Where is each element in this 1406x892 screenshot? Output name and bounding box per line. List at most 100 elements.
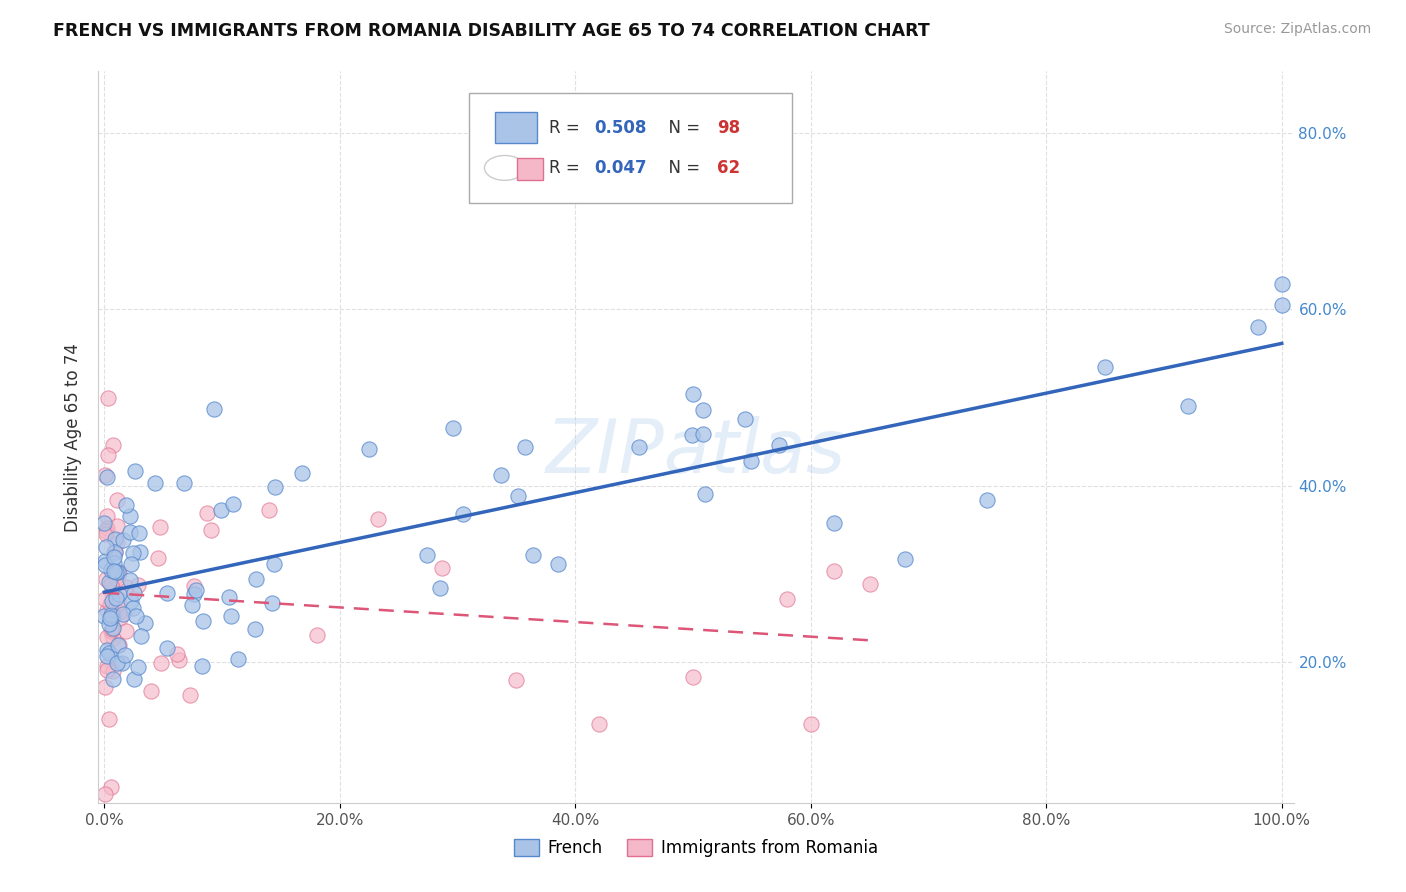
Point — [100, 624, 122, 639]
Text: 62: 62 — [717, 159, 741, 177]
Point — [103, 673, 125, 687]
Point — [127, 578, 149, 592]
Point — [186, 582, 208, 597]
Point — [100, 780, 122, 794]
Point — [682, 670, 704, 684]
Point — [1094, 359, 1116, 374]
Point — [107, 638, 129, 652]
Point — [112, 533, 135, 547]
FancyBboxPatch shape — [495, 112, 537, 143]
Point — [768, 438, 790, 452]
Point — [120, 558, 142, 572]
FancyBboxPatch shape — [517, 158, 543, 179]
Point — [98, 597, 121, 611]
Point — [105, 572, 128, 586]
Point — [1271, 277, 1294, 291]
Point — [129, 629, 152, 643]
Text: FRENCH VS IMMIGRANTS FROM ROMANIA DISABILITY AGE 65 TO 74 CORRELATION CHART: FRENCH VS IMMIGRANTS FROM ROMANIA DISABI… — [53, 22, 931, 40]
Point — [115, 581, 138, 595]
Point — [94, 558, 117, 572]
Point — [124, 608, 146, 623]
Point — [367, 512, 389, 526]
Point — [823, 516, 845, 531]
Point — [191, 659, 214, 673]
Point — [823, 565, 845, 579]
Text: N =: N = — [658, 159, 704, 177]
Point — [588, 716, 610, 731]
Point — [108, 605, 131, 619]
Point — [96, 642, 118, 657]
Point — [166, 647, 188, 661]
Point — [96, 630, 118, 644]
Point — [505, 673, 527, 688]
Point — [124, 586, 146, 600]
Point — [734, 412, 756, 426]
Point — [976, 493, 998, 508]
Point — [115, 624, 138, 638]
Point — [432, 561, 454, 575]
Point — [97, 617, 120, 632]
Point — [108, 610, 131, 624]
Point — [100, 593, 122, 607]
Point — [141, 684, 163, 698]
Point — [219, 609, 242, 624]
Text: 98: 98 — [717, 119, 741, 136]
Point — [513, 441, 536, 455]
Point — [263, 557, 285, 571]
Point — [156, 641, 179, 656]
Point — [120, 525, 142, 540]
Point — [104, 532, 127, 546]
Text: 0.508: 0.508 — [595, 119, 647, 136]
Point — [1177, 399, 1199, 413]
Point — [105, 536, 128, 550]
Point — [94, 524, 117, 538]
Point — [124, 464, 146, 478]
Point — [107, 656, 129, 670]
Point — [681, 428, 703, 442]
Circle shape — [485, 155, 524, 180]
Point — [98, 647, 121, 661]
Point — [107, 596, 129, 610]
Point — [100, 577, 122, 591]
Point — [104, 545, 127, 559]
Point — [218, 590, 240, 604]
Point — [693, 486, 716, 500]
Point — [111, 656, 134, 670]
Point — [122, 673, 145, 687]
Text: ZIPatlas: ZIPatlas — [546, 416, 846, 488]
Point — [740, 454, 762, 468]
Point — [260, 596, 283, 610]
Point — [96, 648, 118, 663]
Point — [101, 664, 124, 678]
Point — [103, 564, 125, 578]
Point — [93, 609, 115, 624]
Point — [1247, 320, 1270, 334]
Point — [181, 599, 204, 613]
Point — [96, 659, 118, 673]
Point — [120, 594, 142, 608]
Point — [96, 509, 118, 524]
Point — [692, 402, 714, 417]
Point — [143, 476, 166, 491]
Point — [103, 545, 125, 559]
Point — [111, 607, 134, 621]
Point — [859, 577, 882, 591]
Y-axis label: Disability Age 65 to 74: Disability Age 65 to 74 — [65, 343, 83, 532]
Point — [94, 787, 117, 801]
Point — [97, 449, 120, 463]
Point — [156, 585, 179, 599]
Point — [114, 498, 136, 512]
Point — [101, 620, 124, 634]
Point — [222, 497, 245, 511]
Point — [108, 638, 131, 652]
Point — [150, 657, 173, 671]
Point — [195, 507, 218, 521]
Point — [100, 578, 122, 592]
Point — [127, 659, 149, 673]
Point — [122, 600, 145, 615]
Point — [429, 582, 451, 596]
Point — [94, 591, 117, 606]
Point — [451, 507, 474, 521]
Point — [105, 493, 128, 508]
Point — [96, 663, 118, 677]
